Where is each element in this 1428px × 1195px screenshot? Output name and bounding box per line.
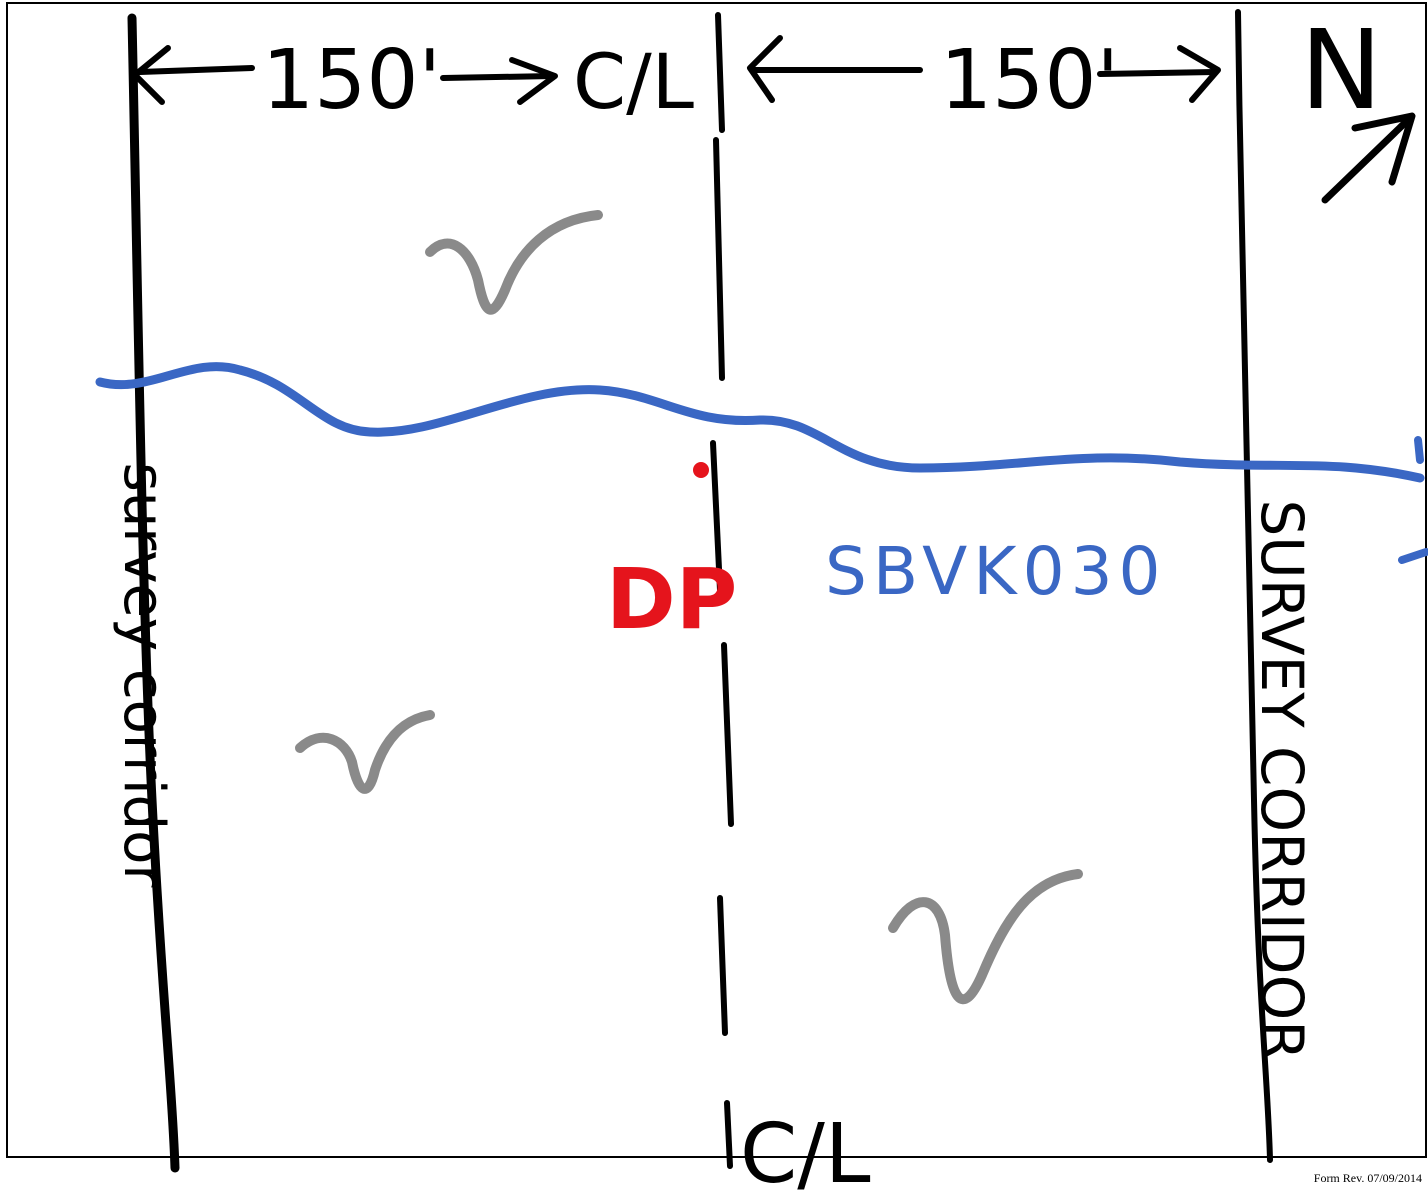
right-corridor-line [1235, 9, 1273, 1163]
form-revision: Form Rev. 07/09/2014 [1313, 1171, 1422, 1185]
centerline-dash [710, 440, 723, 593]
left-corridor-line [127, 13, 180, 1173]
wetland-symbols [295, 210, 1083, 1005]
north-label: N [1300, 6, 1382, 134]
north-arrow [1321, 112, 1416, 204]
left-dim-line-b [440, 73, 556, 81]
left-dim-arrow-start [132, 45, 171, 105]
corridor-left-label: survey corridor [111, 463, 176, 889]
centerline-dash [715, 12, 725, 133]
wetland-symbol [295, 710, 435, 794]
centerline-dash [717, 895, 728, 1036]
north-arrow-shaft [1321, 114, 1414, 204]
stream-label: SBVK030 [825, 533, 1167, 610]
centerline-dash [713, 137, 725, 381]
left-dim-line-a [137, 65, 255, 75]
dimension-left-label: 150' [262, 33, 441, 128]
wetland-symbol [888, 869, 1083, 1005]
centerline-bottom-label: C/L [740, 1107, 871, 1195]
left-dim-arrow-end [509, 57, 558, 105]
sketch-frame [6, 2, 1427, 1158]
dimension-arrows [132, 35, 1221, 105]
dimension-right-label: 150' [940, 33, 1119, 128]
north-arrow-head [1351, 112, 1416, 186]
discharge-point-marker [693, 462, 709, 478]
right-dim-arrow-end [1177, 45, 1221, 103]
centerline-dash [721, 642, 734, 827]
centerline-top-label: C/L [573, 37, 694, 126]
stream-line [95, 362, 1425, 483]
wetland-symbol [425, 210, 603, 315]
centerline [710, 12, 734, 1169]
centerline-dash [724, 1100, 733, 1169]
stream-edge-mark [1398, 436, 1428, 564]
discharge-point-label: DP [606, 550, 737, 648]
corridor-right-label: SURVEY CORRIDOR [1248, 499, 1316, 1060]
right-dim-line-b [1097, 69, 1218, 77]
